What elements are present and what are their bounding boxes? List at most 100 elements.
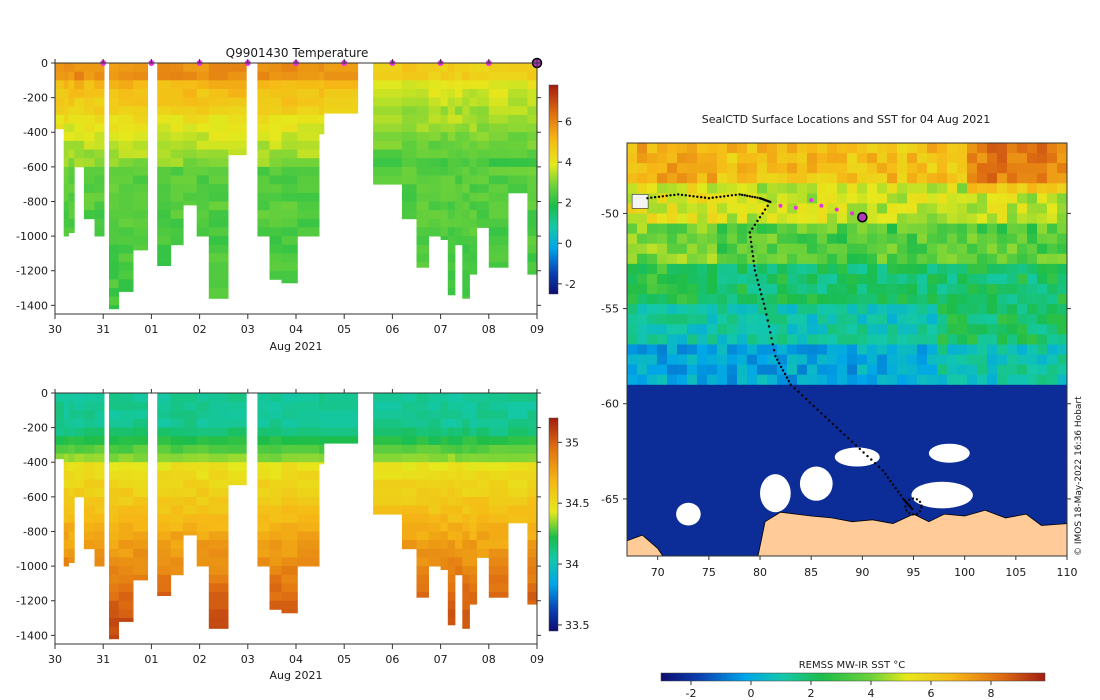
sst-cell [737,153,748,164]
profile-cell [297,479,320,489]
sst-cell [647,495,658,507]
sst-cell [757,243,768,255]
sst-cell [1047,334,1058,345]
sst-cell [657,404,668,416]
sst-cell [847,284,858,295]
sst-cell [997,455,1008,466]
sst-cell [1057,213,1067,225]
sst-cell [747,435,758,446]
sst-cell [927,384,938,396]
sst-cell [647,203,658,214]
profile-cell [208,270,229,280]
salinity-profile-cells [55,393,538,640]
sst-cell [857,304,868,315]
sst-cell [737,425,748,436]
sst-cell [727,284,738,295]
profile-cell [170,505,184,515]
sst-cell [877,344,888,356]
sst-cell [727,545,738,556]
sst-cell [677,294,688,305]
profile-cell [447,410,456,420]
sst-cell [897,253,908,265]
sst-cell [747,415,758,426]
profile-cell [83,158,95,168]
profile-cell [488,106,509,116]
sst-cell [887,334,898,345]
sst-cell [997,263,1008,275]
profile-cell [157,71,172,81]
sst-cell [1017,173,1028,184]
track-point [835,426,838,429]
sst-cell [927,223,938,235]
profile-cell [269,184,282,194]
sst-cell [1027,374,1038,386]
sst-cell [747,274,758,285]
profile-cell [469,192,478,202]
sst-cell [747,163,758,174]
sst-cell [977,465,988,476]
ice-patch [834,447,880,467]
profile-cell [527,453,537,463]
sst-cell [667,263,678,275]
sst-cell [867,143,878,154]
sst-cell [797,334,808,345]
sst-cell [677,213,688,225]
sst-cell [627,515,638,527]
sst-cell [887,274,898,285]
profile-cell [469,253,478,263]
profile-cell [94,106,105,116]
sst-cell [787,153,798,164]
sst-cell [747,455,758,466]
sst-cell [627,475,638,486]
sst-cell [1037,314,1048,325]
sea-ice-patches [676,443,973,526]
sst-cell [997,475,1008,486]
sst-cell [627,253,638,265]
profile-cell [462,583,470,593]
sst-cell [767,213,778,225]
sst-cell [837,314,848,325]
sst-cell [1017,475,1028,486]
sst-cell [717,213,728,225]
sst-cell [707,415,718,426]
profile-cell [157,89,172,99]
sst-cell [657,304,668,315]
profile-cell [109,540,119,550]
sst-cell [797,364,808,376]
profile-cell [462,410,470,420]
sst-cell [757,515,768,527]
profile-cell [68,175,75,185]
profile-cell [257,227,270,237]
profile-cell [462,548,470,558]
profile-cell [208,479,229,489]
profile-cell [402,114,417,124]
sst-cell [767,334,778,345]
sst-cell [777,334,788,345]
profile-cell [462,166,470,176]
sst-cell [817,243,828,255]
sst-cell [637,213,648,225]
profile-cell [170,201,184,211]
sst-cell [937,304,948,315]
profile-cell [183,531,198,536]
profile-cell [109,401,119,411]
profile-cell [469,63,478,73]
profile-cell [508,97,528,107]
sst-cell [697,545,708,556]
sst-cell [947,344,958,356]
sst-cell [777,153,788,164]
sst-cell [847,274,858,285]
sst-cell [627,334,638,345]
profile-cell [109,635,119,640]
sst-cell [867,354,878,366]
profile-cell [208,192,229,202]
sst-cell [717,445,728,456]
profile-cell [508,393,528,403]
profile-cell [469,114,478,124]
profile-cell [63,410,69,420]
map-y-tick-label: -50 [601,207,619,220]
sst-cell [837,304,848,315]
sst-cell [967,445,978,456]
sst-cell [1057,183,1067,194]
sst-cell [947,404,958,416]
